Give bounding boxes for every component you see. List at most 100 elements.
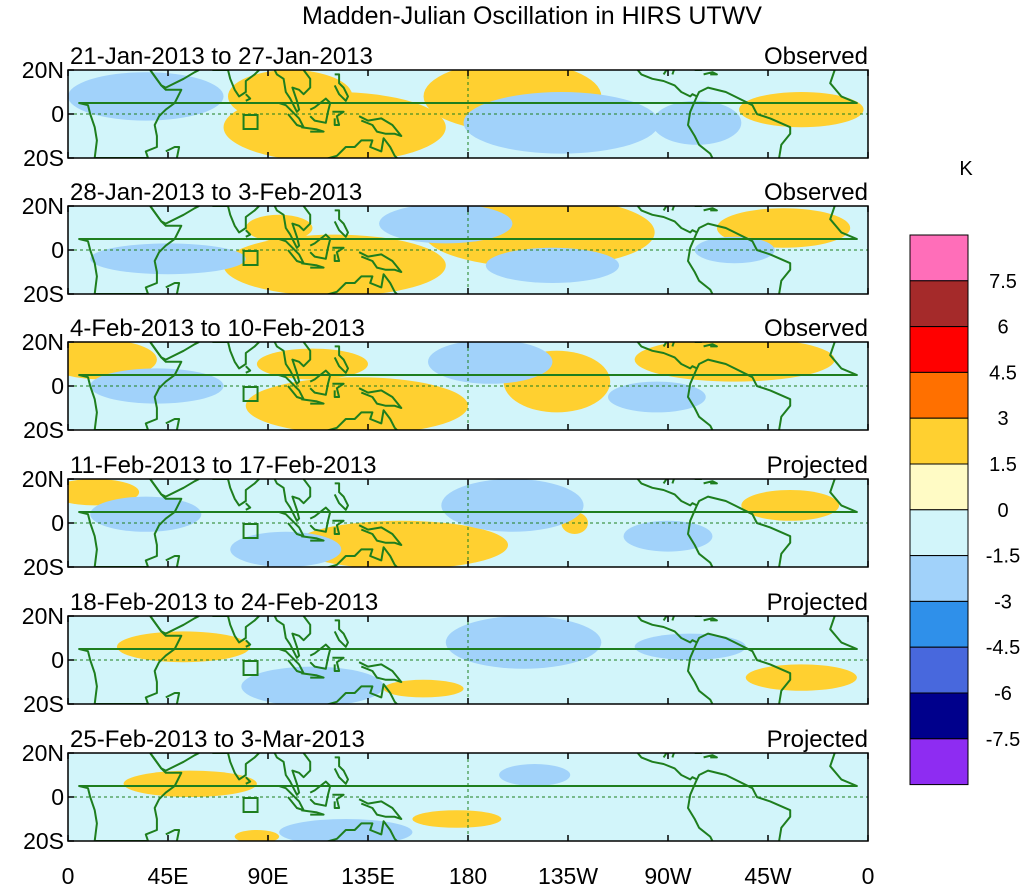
anomaly-contour — [90, 496, 202, 532]
coastline-sa_west — [687, 96, 714, 158]
coastline-sa_west — [687, 232, 714, 294]
map-panel: 20N 0 20S 11-Feb-2013 to 17-Feb-2013 Project… — [22, 452, 869, 580]
coastline-borneo — [309, 643, 332, 670]
coastline-madagascar — [165, 146, 181, 158]
coastline-srilanka — [245, 776, 252, 785]
index-box — [242, 386, 259, 402]
coastline-hispaniola — [703, 343, 718, 348]
anomaly-contour — [116, 631, 251, 663]
anomaly-contour — [445, 616, 602, 669]
index-box — [242, 797, 259, 813]
coastline-sa_west — [687, 642, 714, 704]
coastline-gulf — [650, 744, 652, 748]
colorbar-label: 0 — [997, 500, 1008, 522]
y-tick-label: 20N — [22, 57, 64, 83]
coastline-cuba — [694, 616, 703, 617]
y-tick-label: 0 — [51, 510, 64, 536]
coastline-arabia — [149, 342, 200, 361]
colorbar-label: -7.5 — [986, 729, 1020, 751]
colorbar-label: -1.5 — [986, 546, 1020, 568]
colorbar-swatch — [909, 417, 969, 465]
y-tick-label: 20N — [22, 603, 64, 629]
coastline-seasia — [268, 479, 312, 522]
coastline-newguinea — [358, 661, 403, 683]
map-panel: 20N 0 20S 28-Jan-2013 to 3-Feb-2013 Observed — [22, 179, 869, 307]
y-tick-label: 20S — [23, 417, 64, 443]
y-tick-label: 20S — [23, 828, 64, 854]
anomaly-contour — [428, 342, 553, 384]
coastline-philippines — [333, 482, 349, 511]
coastline-cuba — [694, 206, 703, 207]
coastline-java — [301, 126, 325, 133]
coastline-gulf — [650, 607, 652, 611]
anomaly-contour — [68, 72, 224, 121]
coastline-sulawesi — [332, 110, 345, 126]
panel-status: Observed — [764, 43, 868, 70]
coastline-hispaniola — [703, 754, 718, 759]
coastline-srilanka — [245, 365, 252, 374]
anomaly-contour — [463, 92, 660, 154]
colorbar-swatch — [909, 509, 969, 557]
map-panels: 20N 0 20S 21-Jan-2013 to 27-Jan-2013 Observe… — [22, 43, 869, 854]
coastline-mexico — [636, 206, 792, 294]
anomaly-contour — [383, 679, 464, 698]
coastline-seasia — [268, 616, 312, 659]
coastline-sumatra — [278, 511, 305, 538]
anomaly-contour — [745, 664, 857, 691]
coastline-cuba — [694, 342, 703, 343]
coastline-philippines — [333, 345, 349, 374]
coastline-australia — [325, 683, 399, 704]
y-tick-label: 0 — [51, 784, 64, 810]
coastline-gulf — [650, 470, 652, 474]
map-panel: 20N 0 20S 18-Feb-2013 to 24-Feb-2013 Project… — [22, 589, 869, 717]
panel-date-range: 11-Feb-2013 to 17-Feb-2013 — [70, 452, 376, 479]
coastline-sumatra — [278, 102, 305, 129]
coastline-sulawesi — [332, 246, 345, 262]
anomaly-contour — [623, 520, 713, 552]
coastline-mexico — [636, 479, 792, 567]
figure-title: Madden-Julian Oscillation in HIRS UTWV — [302, 2, 762, 30]
panel-date-range: 18-Feb-2013 to 24-Feb-2013 — [70, 589, 378, 616]
anomaly-contour — [90, 368, 224, 404]
y-tick-label: 20S — [23, 145, 64, 171]
panel-date-range: 4-Feb-2013 to 10-Feb-2013 — [70, 315, 365, 342]
coastline-arabia — [149, 479, 200, 498]
anomaly-contour — [90, 243, 246, 275]
coastline-philippines — [333, 756, 349, 785]
panel-status: Observed — [764, 315, 868, 342]
coastline-mexico — [636, 616, 792, 704]
y-tick-label: 0 — [51, 237, 64, 263]
coastline-hispaniola — [703, 207, 718, 212]
x-tick-label: 90W — [644, 863, 692, 887]
coastline-madagascar — [165, 555, 181, 567]
coastline-newguinea — [358, 524, 403, 546]
coastline-borneo — [309, 233, 332, 260]
anomaly-contour — [223, 234, 446, 294]
coastline-sumatra — [278, 238, 305, 265]
y-tick-label: 20N — [22, 193, 64, 219]
panel-status: Projected — [767, 589, 868, 616]
coastline-philippines — [333, 73, 349, 102]
index-box — [242, 250, 259, 266]
panel-date-range: 28-Jan-2013 to 3-Feb-2013 — [70, 179, 362, 206]
coastline-sa_west — [687, 779, 714, 841]
x-tick-label: 0 — [862, 863, 875, 887]
y-tick-label: 20S — [23, 691, 64, 717]
x-tick-label: 45W — [744, 863, 792, 887]
coastline-seasia — [268, 753, 312, 796]
coastline-hispaniola — [703, 480, 718, 485]
coastline-java — [301, 262, 325, 269]
x-tick-label: 0 — [62, 863, 75, 887]
anomaly-contour — [741, 490, 840, 521]
coastline-sulawesi — [332, 382, 345, 398]
colorbar-unit: K — [959, 158, 973, 180]
colorbar-swatch — [909, 371, 969, 419]
coastline-borneo — [309, 506, 332, 533]
coastline-madagascar — [165, 692, 181, 704]
y-tick-label: 0 — [51, 101, 64, 127]
coastline-india — [212, 70, 260, 98]
coastline-arabia — [149, 70, 200, 89]
colorbar-label: -6 — [994, 683, 1012, 705]
x-tick-label: 135E — [341, 863, 395, 887]
